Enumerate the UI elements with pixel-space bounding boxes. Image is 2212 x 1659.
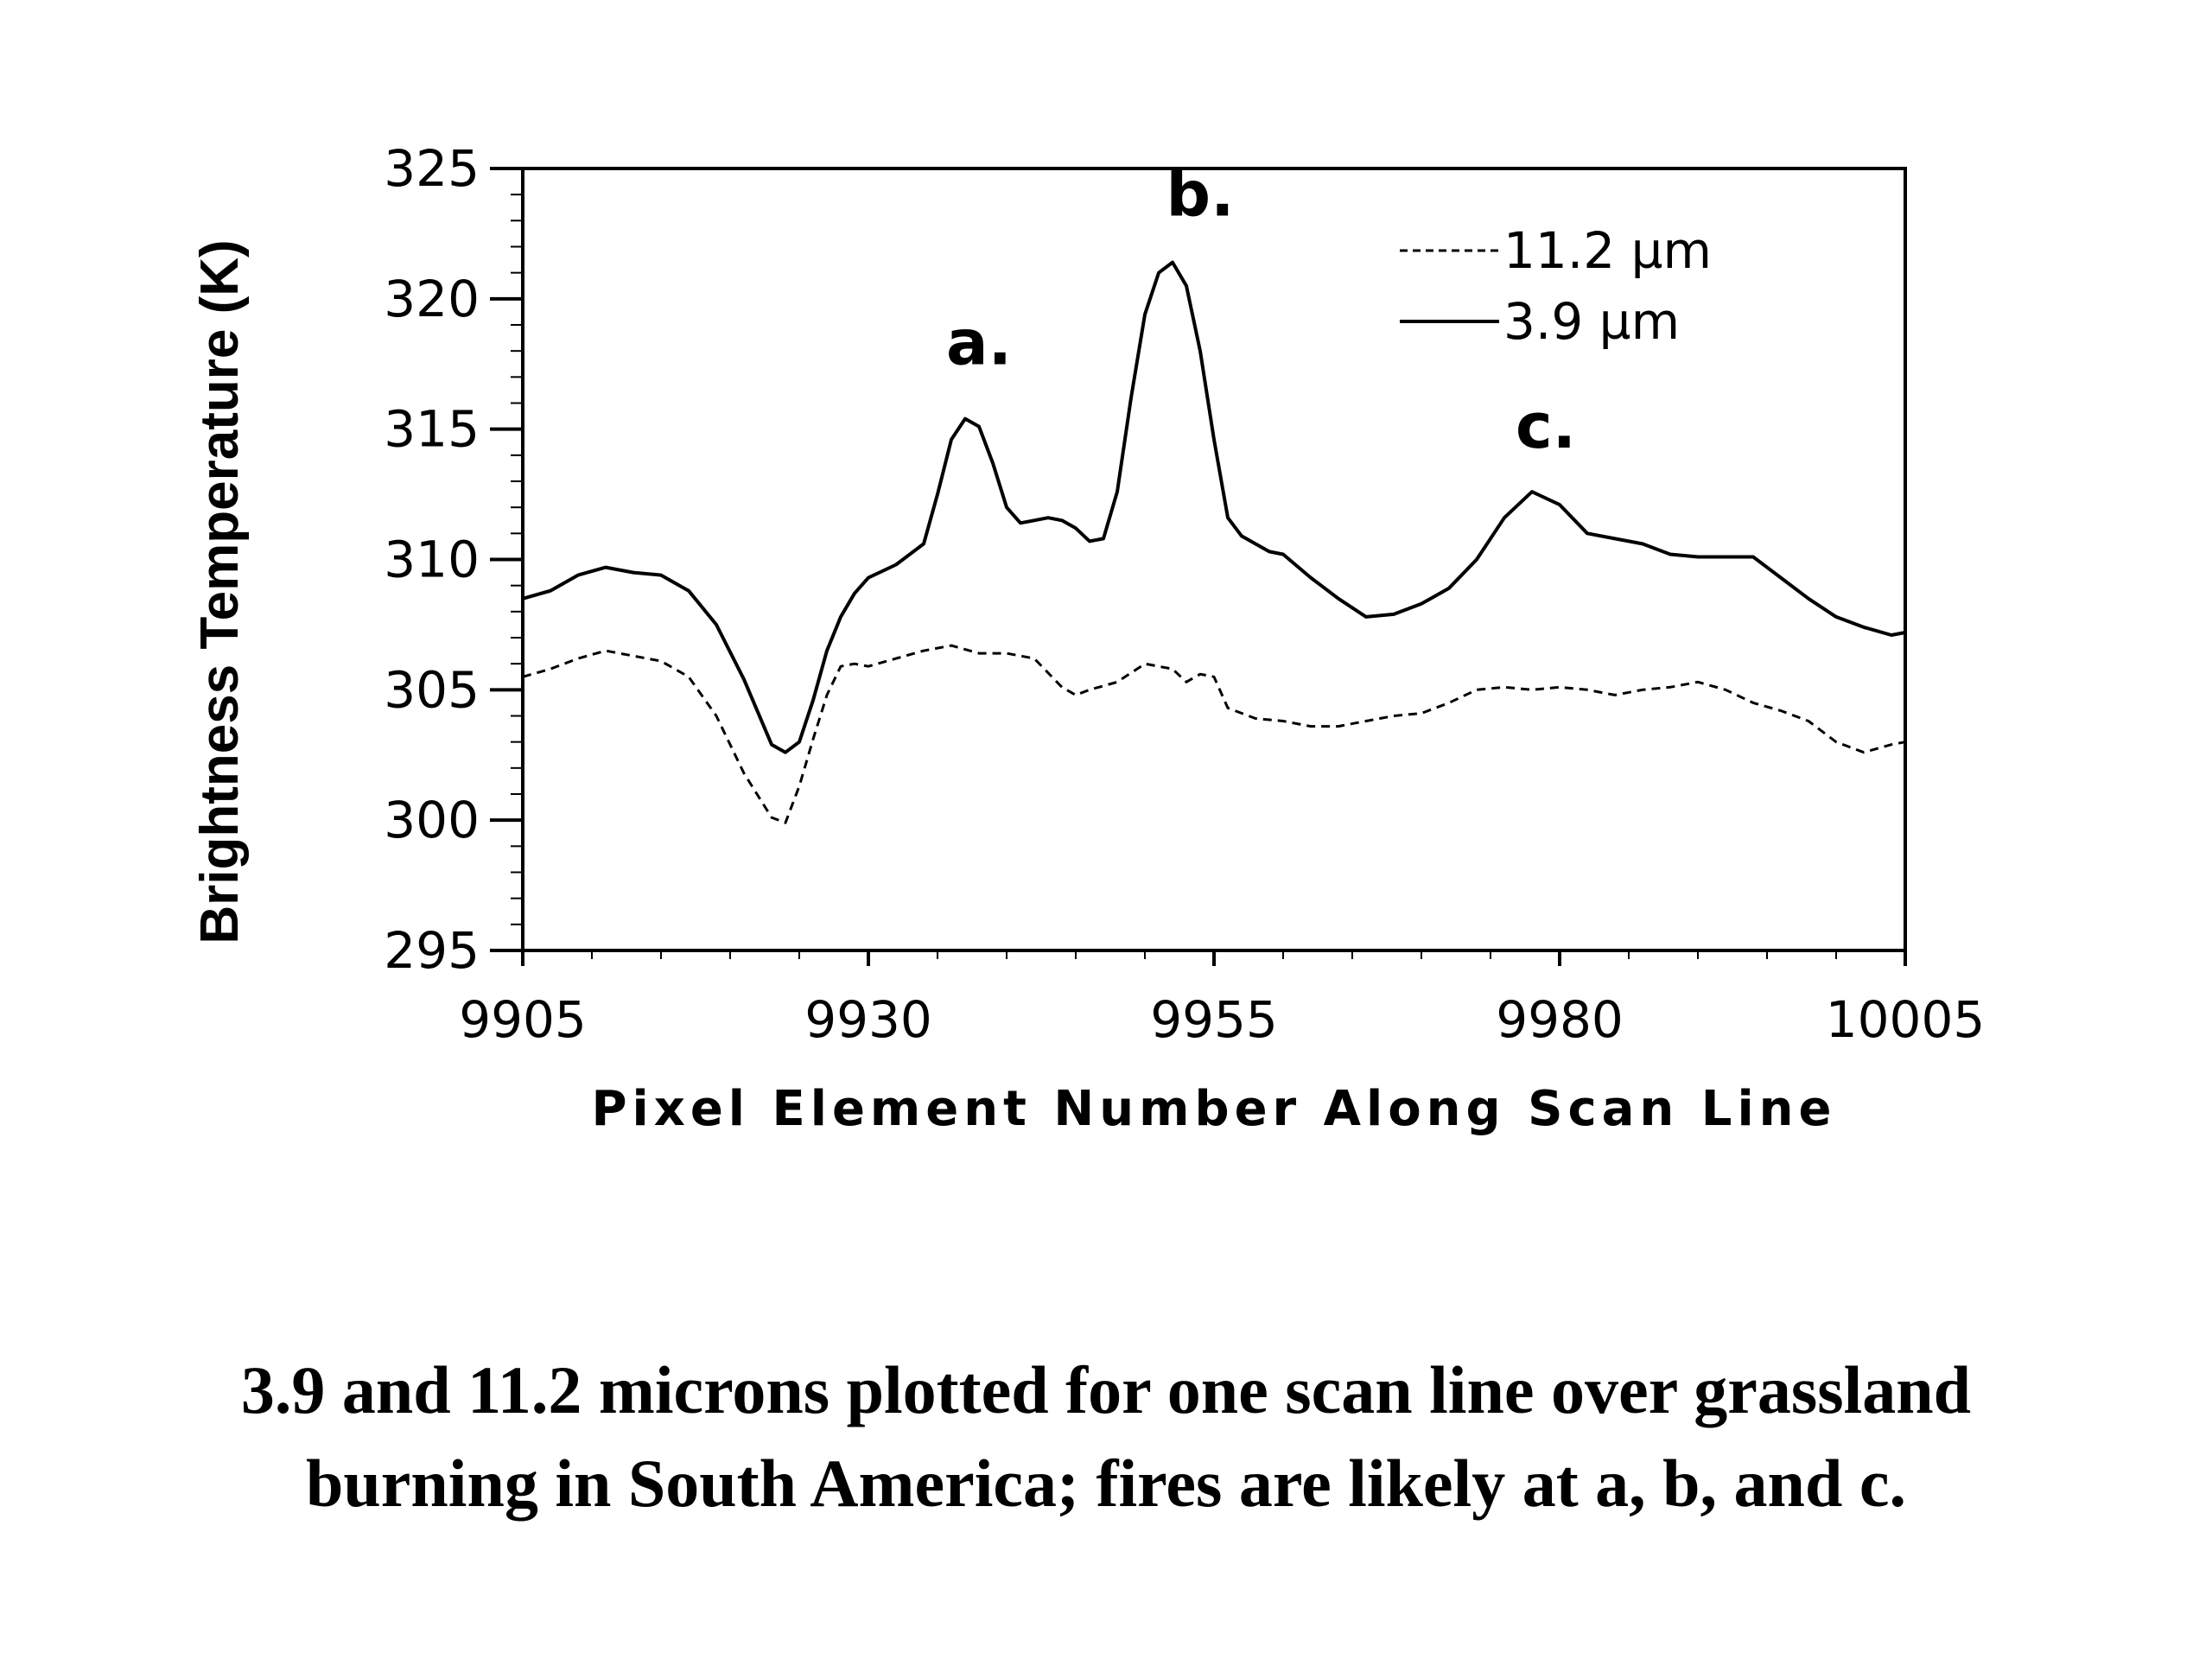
- y-tick-label: 320: [384, 270, 480, 328]
- y-tick-label: 325: [384, 139, 480, 198]
- y-axis-tick-labels: 325 320 315 310 305 300 295: [384, 139, 480, 980]
- peak-label: a.: [946, 306, 1012, 378]
- series-lines: [522, 260, 1906, 824]
- caption-line-2: burning in South America; fires are like…: [306, 1446, 1906, 1521]
- y-tick-label: 310: [384, 531, 480, 589]
- legend: 11.2 µm 3.9 µm: [1400, 221, 1712, 351]
- y-axis-title: Brightness Temperature (K): [190, 239, 250, 944]
- y-tick-label: 295: [384, 921, 480, 980]
- x-tick-label: 10005: [1826, 990, 1986, 1049]
- y-tick-label: 315: [384, 400, 480, 459]
- x-tick-label: 9980: [1496, 990, 1624, 1049]
- series-line-3-9-um: [522, 260, 1906, 754]
- peak-annotations: a. b. c.: [946, 157, 1576, 461]
- legend-label-11-2: 11.2 µm: [1503, 221, 1712, 280]
- y-tick-label: 305: [384, 660, 480, 719]
- peak-label: c.: [1516, 390, 1576, 462]
- legend-label-3-9: 3.9 µm: [1503, 292, 1680, 351]
- x-axis-tick-labels: 9905 9930 9955 9980 10005: [459, 990, 1985, 1049]
- figure-caption: 3.9 and 11.2 microns plotted for one sca…: [0, 1344, 2212, 1530]
- x-tick-label: 9955: [1150, 990, 1278, 1049]
- plot-frame: [521, 167, 1907, 952]
- series-line-11-2-um: [522, 644, 1906, 824]
- x-tick-label: 9905: [459, 990, 587, 1049]
- caption-line-1: 3.9 and 11.2 microns plotted for one sca…: [240, 1352, 1972, 1427]
- axis-ticks: [490, 167, 1907, 966]
- x-axis-title: Pixel Element Number Along Scan Line: [591, 1081, 1836, 1137]
- peak-label: b.: [1166, 157, 1235, 230]
- y-tick-label: 300: [384, 791, 480, 849]
- x-tick-label: 9930: [804, 990, 932, 1049]
